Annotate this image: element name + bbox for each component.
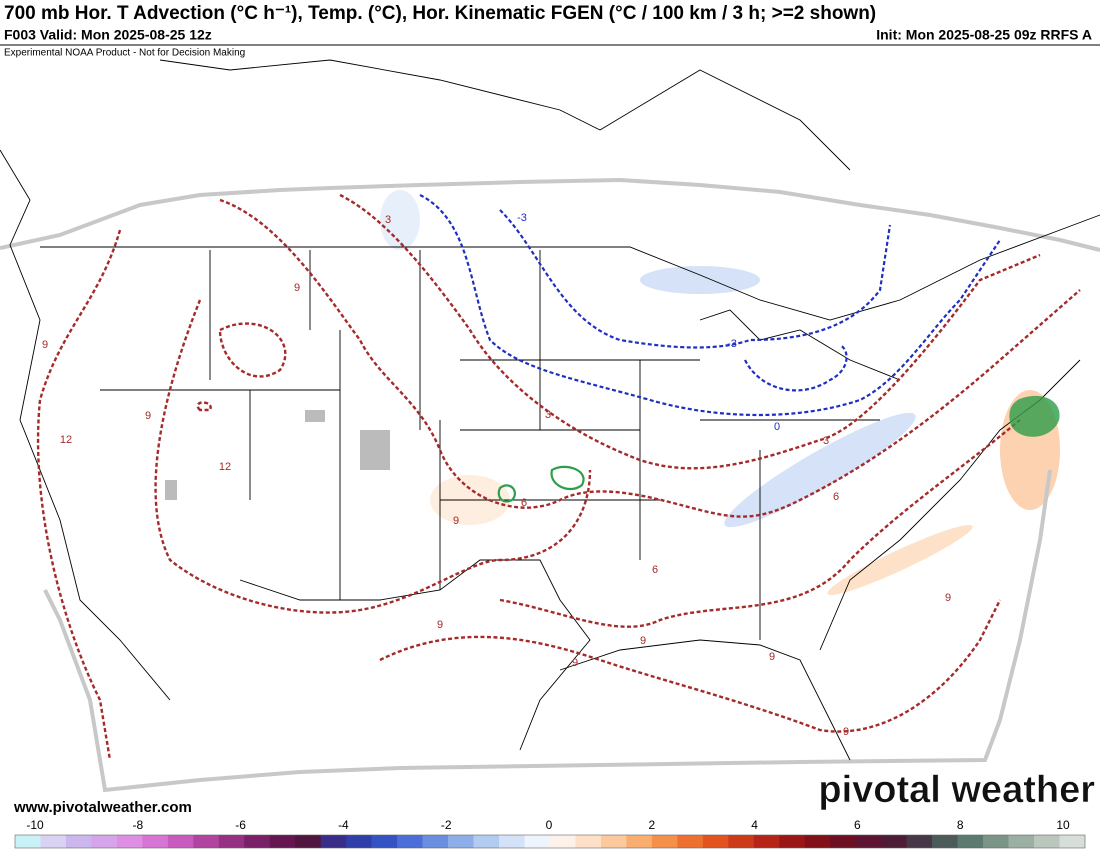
colorbar-cell bbox=[524, 835, 551, 848]
valid-time: F003 Valid: Mon 2025-08-25 12z bbox=[4, 27, 212, 43]
colorbar-tick-label: 10 bbox=[1056, 818, 1070, 832]
cold-contours bbox=[419, 194, 1001, 417]
colorbar-cell bbox=[804, 835, 831, 848]
colorbar-cell bbox=[1008, 835, 1035, 848]
colorbar-cell bbox=[881, 835, 907, 848]
colorbar-cell bbox=[753, 835, 780, 848]
colorbar-cell bbox=[218, 835, 245, 848]
domain-boundary bbox=[0, 177, 1100, 793]
colorbar-cell bbox=[371, 835, 398, 848]
colorbar-cell bbox=[1034, 835, 1060, 848]
colorbar-cell bbox=[855, 835, 882, 848]
colorbar-tick-label: 2 bbox=[648, 818, 655, 832]
colorbar-tick-label: 8 bbox=[957, 818, 964, 832]
contour-label: -3 bbox=[727, 338, 737, 350]
colorbar-cell bbox=[448, 835, 474, 848]
colorbar-tick-label: -8 bbox=[132, 818, 143, 832]
contour-label: -3 bbox=[517, 212, 527, 224]
colorbar-tick-label: 0 bbox=[546, 818, 553, 832]
contour-label: 9 bbox=[294, 282, 300, 294]
contour-label: 3 bbox=[545, 409, 551, 421]
colorbar-cell bbox=[269, 835, 296, 848]
contour-label: 9 bbox=[843, 726, 849, 738]
colorbar-cell bbox=[142, 835, 169, 848]
frontogenesis-contours bbox=[497, 395, 1060, 503]
colorbar-cell bbox=[779, 835, 806, 848]
contour-label: 9 bbox=[945, 592, 951, 604]
colorbar-tick-label: -2 bbox=[441, 818, 452, 832]
colorbar-cell bbox=[626, 835, 653, 848]
colorbar-cell bbox=[397, 835, 423, 848]
colorbar-cell bbox=[957, 835, 984, 848]
colorbar-tick-label: -6 bbox=[235, 818, 246, 832]
logo: pivotal weather bbox=[818, 769, 1095, 811]
colorbar-cell bbox=[91, 835, 118, 848]
contour-label: 9 bbox=[453, 515, 459, 527]
contour-label: 9 bbox=[437, 619, 443, 631]
contour-label: 9 bbox=[145, 410, 151, 422]
colorbar-cell bbox=[728, 835, 755, 848]
colorbar-cell bbox=[320, 835, 347, 848]
website: www.pivotalweather.com bbox=[13, 799, 192, 816]
colorbar-cell bbox=[65, 835, 92, 848]
colorbar-cell bbox=[575, 835, 602, 848]
contour-label: 3 bbox=[823, 435, 829, 447]
colorbar-tick-label: -10 bbox=[26, 818, 44, 832]
colorbar-cell bbox=[422, 835, 449, 848]
temperature-contours bbox=[36, 193, 1081, 761]
contour-label: 0 bbox=[774, 421, 780, 433]
contour-labels: 3 -3 9 9 9 12 12 9 6 3 -3 0 3 6 6 9 9 9 9 9 9 bbox=[42, 212, 951, 738]
colorbar-cell bbox=[702, 835, 729, 848]
contour-label: 6 bbox=[521, 497, 527, 509]
colorbar-outline bbox=[14, 834, 1086, 849]
advection-shading bbox=[380, 190, 1060, 596]
colorbar-cell bbox=[983, 835, 1009, 848]
contour-label: 9 bbox=[769, 651, 775, 663]
title: 700 mb Hor. T Advection (°C h⁻¹), Temp. … bbox=[4, 3, 876, 24]
colorbar-cell bbox=[116, 835, 143, 848]
init-time: Init: Mon 2025-08-25 09z RRFS A bbox=[876, 27, 1092, 43]
contour-label: 9 bbox=[640, 635, 646, 647]
map-layers bbox=[0, 59, 1100, 793]
colorbar-cell bbox=[40, 835, 67, 848]
contour-label: 9 bbox=[42, 339, 48, 351]
colorbar-cell bbox=[1059, 835, 1086, 848]
colorbar-cell bbox=[651, 835, 678, 848]
colorbar-cell bbox=[677, 835, 704, 848]
colorbar-cell bbox=[244, 835, 271, 848]
colorbar-cell bbox=[600, 835, 627, 848]
colorbar-cell bbox=[346, 835, 372, 848]
terrain-mask bbox=[165, 410, 390, 500]
contour-label: 3 bbox=[385, 214, 391, 226]
colorbar-cell bbox=[932, 835, 958, 848]
colorbar: -10 -8 -6 -4 -2 0 2 4 6 8 10 bbox=[14, 818, 1086, 849]
colorbar-cell bbox=[550, 835, 576, 848]
colorbar-cell bbox=[906, 835, 933, 848]
contour-label: 6 bbox=[833, 491, 839, 503]
colorbar-cell bbox=[15, 835, 41, 848]
colorbar-cell bbox=[830, 835, 857, 848]
colorbar-cell bbox=[295, 835, 322, 848]
colorbar-cell bbox=[193, 835, 220, 848]
colorbar-tick-label: 4 bbox=[751, 818, 758, 832]
colorbar-tick-label: -4 bbox=[338, 818, 349, 832]
colorbar-cell bbox=[167, 835, 194, 848]
disclaimer: Experimental NOAA Product - Not for Deci… bbox=[4, 48, 245, 59]
contour-label: 9 bbox=[572, 657, 578, 669]
colorbar-cell bbox=[499, 835, 525, 848]
contour-label: 12 bbox=[219, 461, 231, 473]
colorbar-tick-label: 6 bbox=[854, 818, 861, 832]
contour-label: 6 bbox=[652, 564, 658, 576]
colorbar-cell bbox=[473, 835, 500, 848]
contour-label: 12 bbox=[60, 434, 72, 446]
